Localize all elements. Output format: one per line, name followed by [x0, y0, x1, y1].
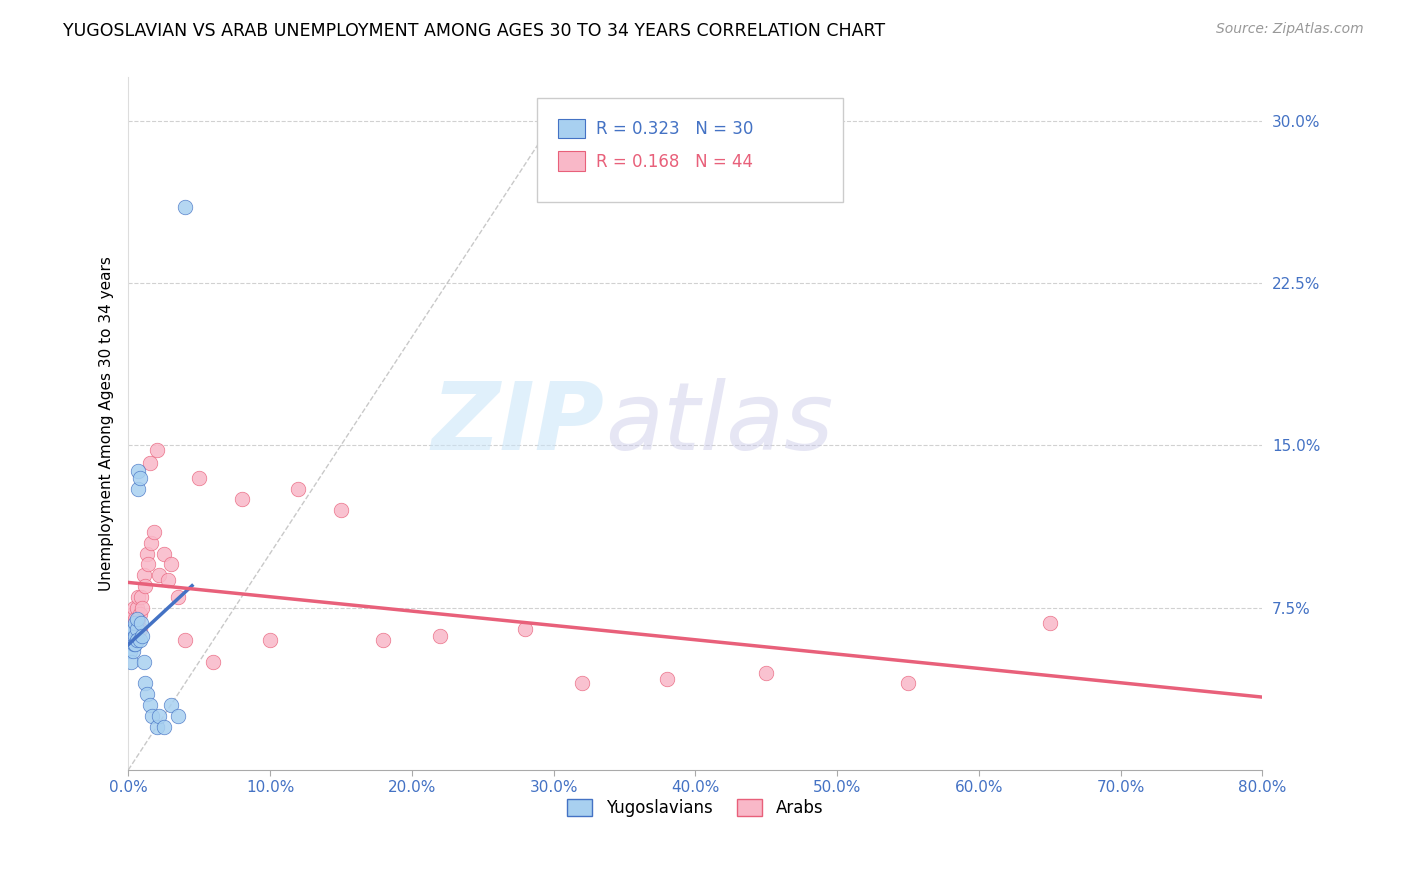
Point — [135, 687, 157, 701]
Point — [202, 655, 225, 669]
Point — [128, 607, 150, 622]
Point — [122, 623, 145, 637]
Point — [159, 698, 181, 712]
Point — [515, 623, 537, 637]
Point — [897, 676, 920, 690]
Point — [120, 655, 142, 669]
Point — [655, 672, 678, 686]
FancyBboxPatch shape — [537, 98, 842, 202]
Point — [174, 200, 197, 214]
Point — [152, 547, 174, 561]
Point — [127, 482, 149, 496]
Point — [141, 709, 163, 723]
Text: Source: ZipAtlas.com: Source: ZipAtlas.com — [1216, 22, 1364, 37]
Point — [124, 629, 146, 643]
Point — [129, 615, 152, 630]
Point — [329, 503, 352, 517]
Point — [125, 611, 148, 625]
Point — [125, 633, 148, 648]
Point — [129, 590, 152, 604]
Point — [145, 720, 167, 734]
Point — [122, 600, 145, 615]
Point — [167, 590, 190, 604]
Point — [134, 676, 156, 690]
Point — [138, 456, 160, 470]
Point — [159, 558, 181, 572]
FancyBboxPatch shape — [558, 152, 585, 171]
Point — [287, 482, 309, 496]
Point — [167, 709, 190, 723]
Point — [188, 471, 211, 485]
Point — [132, 655, 155, 669]
Point — [120, 623, 142, 637]
Point — [128, 633, 150, 648]
Text: R = 0.323   N = 30: R = 0.323 N = 30 — [596, 120, 754, 138]
Point — [148, 709, 170, 723]
Point — [134, 579, 156, 593]
FancyBboxPatch shape — [558, 119, 585, 138]
Point — [231, 492, 253, 507]
Text: ZIP: ZIP — [432, 377, 605, 470]
Point — [142, 524, 165, 539]
Point — [120, 623, 142, 637]
Point — [174, 633, 197, 648]
Point — [131, 629, 153, 643]
Point — [125, 615, 148, 630]
Point — [131, 600, 153, 615]
Point — [124, 615, 146, 630]
Point — [571, 676, 593, 690]
Point — [138, 698, 160, 712]
Legend: Yugoslavians, Arabs: Yugoslavians, Arabs — [561, 792, 830, 824]
Point — [145, 442, 167, 457]
Point — [122, 638, 145, 652]
Point — [152, 720, 174, 734]
Point — [156, 573, 179, 587]
Point — [118, 633, 141, 648]
Point — [139, 535, 162, 549]
Point — [124, 638, 146, 652]
Point — [124, 623, 146, 637]
Point — [136, 558, 159, 572]
Point — [132, 568, 155, 582]
Text: atlas: atlas — [605, 378, 832, 469]
Point — [128, 471, 150, 485]
Point — [373, 633, 395, 648]
Point — [121, 615, 143, 630]
Text: R = 0.168   N = 44: R = 0.168 N = 44 — [596, 153, 752, 171]
Text: YUGOSLAVIAN VS ARAB UNEMPLOYMENT AMONG AGES 30 TO 34 YEARS CORRELATION CHART: YUGOSLAVIAN VS ARAB UNEMPLOYMENT AMONG A… — [63, 22, 886, 40]
Point — [121, 633, 143, 648]
Point — [118, 644, 141, 658]
Point — [127, 611, 149, 625]
Y-axis label: Unemployment Among Ages 30 to 34 years: Unemployment Among Ages 30 to 34 years — [100, 256, 114, 591]
Point — [1039, 615, 1062, 630]
Point — [259, 633, 281, 648]
Point — [127, 464, 149, 478]
Point — [148, 568, 170, 582]
Point — [755, 665, 778, 680]
Point — [122, 633, 145, 648]
Point — [128, 623, 150, 637]
Point — [125, 623, 148, 637]
Point — [121, 607, 143, 622]
Point — [124, 611, 146, 625]
Point — [121, 644, 143, 658]
Point — [135, 547, 157, 561]
Point — [127, 590, 149, 604]
Point — [125, 600, 148, 615]
Point — [429, 629, 451, 643]
